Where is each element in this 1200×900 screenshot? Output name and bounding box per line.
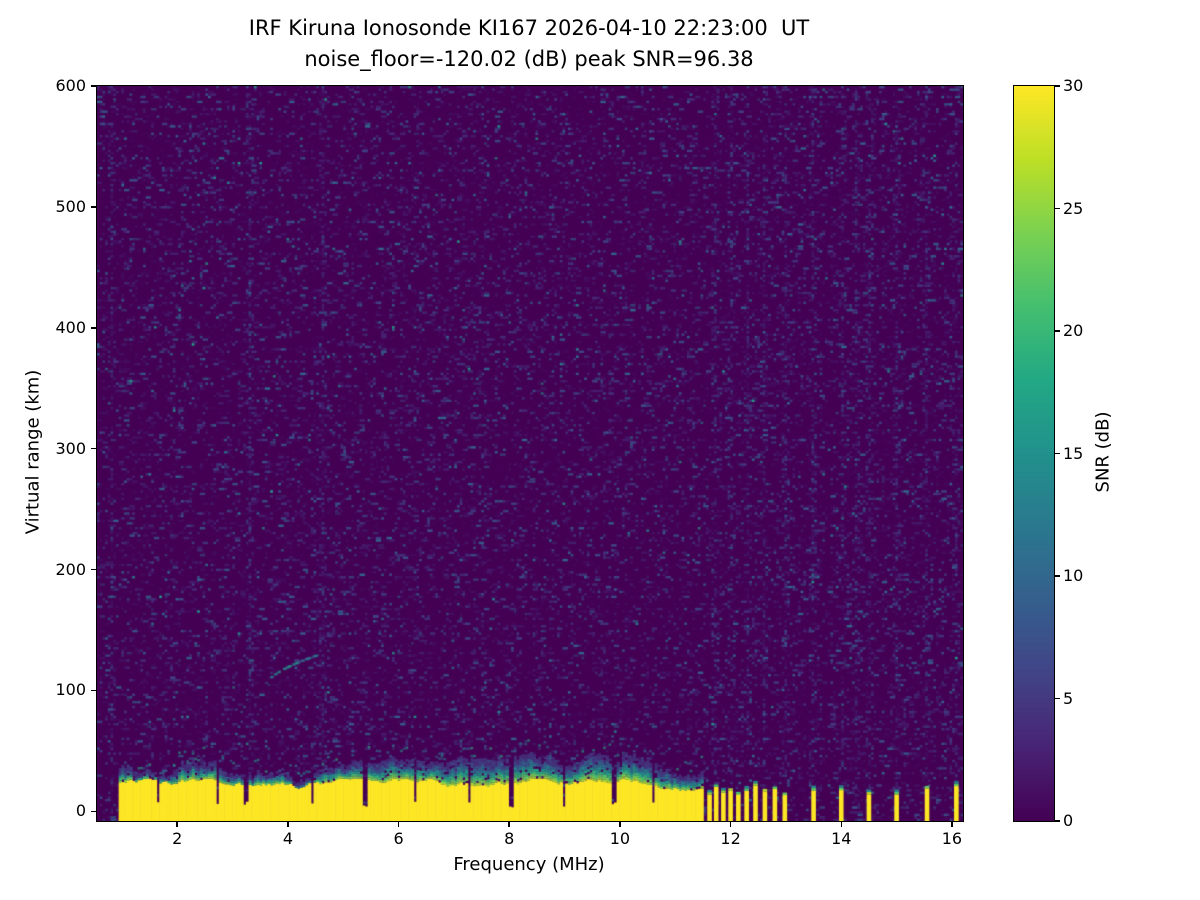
colorbar-tick-label: 30 (1063, 76, 1084, 95)
chart-title-line2: noise_floor=-120.02 (dB) peak SNR=96.38 (304, 47, 754, 71)
x-tick-mark (508, 822, 510, 827)
colorbar-tick-mark (1055, 452, 1060, 455)
y-tick-mark (91, 206, 96, 208)
x-tick-label: 16 (941, 829, 963, 848)
colorbar-tick-mark (1055, 820, 1060, 822)
y-tick-label: 100 (55, 680, 86, 700)
x-tick-mark (840, 822, 842, 827)
y-tick-label: 0 (75, 801, 86, 821)
x-tick-mark (287, 822, 289, 827)
y-tick-label: 500 (55, 196, 86, 216)
x-tick-label: 10 (609, 829, 631, 848)
colorbar-tick-label: 20 (1063, 321, 1084, 340)
colorbar (1013, 85, 1055, 822)
y-tick-mark (91, 85, 96, 87)
x-tick-mark (176, 822, 178, 827)
x-tick-label: 4 (282, 829, 293, 848)
chart-title-line1: IRF Kiruna Ionosonde KI167 2026-04-10 22… (248, 16, 810, 40)
x-axis-label: Frequency (MHz) (453, 854, 605, 875)
colorbar-tick-label: 10 (1063, 566, 1084, 585)
x-tick-label: 6 (393, 829, 404, 848)
colorbar-tick-label: 15 (1063, 443, 1084, 463)
colorbar-tick-mark (1055, 697, 1060, 700)
colorbar-tick-label: 25 (1063, 198, 1084, 218)
x-tick-mark (951, 822, 953, 827)
x-tick-mark (397, 822, 400, 827)
y-tick-mark (91, 327, 96, 329)
y-tick-label: 400 (55, 317, 86, 337)
ionogram-heatmap-canvas (97, 86, 963, 821)
y-tick-label: 300 (55, 438, 86, 458)
x-tick-mark (619, 822, 621, 827)
colorbar-tick-label: 0 (1063, 811, 1074, 830)
colorbar-tick-mark (1055, 85, 1060, 87)
y-tick-label: 600 (55, 76, 86, 95)
colorbar-tick-mark (1055, 207, 1060, 210)
plot-area (96, 85, 964, 822)
y-tick-mark (91, 689, 96, 692)
colorbar-tick-mark (1055, 330, 1060, 332)
y-tick-label: 200 (55, 559, 86, 579)
x-tick-label: 14 (831, 829, 852, 848)
x-tick-mark (729, 822, 732, 827)
y-tick-mark (91, 568, 96, 571)
x-tick-label: 12 (720, 829, 741, 848)
colorbar-tick-label: 5 (1063, 688, 1074, 708)
x-tick-label: 2 (172, 829, 183, 848)
chart-title: IRF Kiruna Ionosonde KI167 2026-04-10 22… (96, 13, 962, 75)
colorbar-gradient-canvas (1014, 86, 1054, 821)
y-tick-mark (91, 810, 96, 813)
colorbar-tick-mark (1055, 575, 1060, 577)
x-tick-label: 8 (504, 829, 515, 848)
y-tick-mark (91, 447, 96, 450)
colorbar-label: SNR (dB) (1092, 411, 1114, 493)
